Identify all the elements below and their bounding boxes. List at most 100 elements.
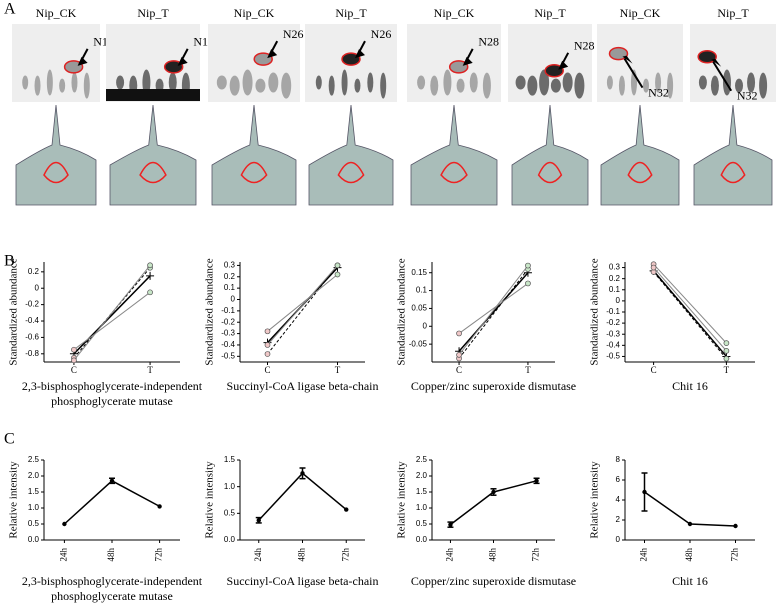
y-axis-label: Relative intensity [589, 461, 601, 539]
point [71, 357, 77, 364]
y-axis-label: Standardized abundance [589, 258, 601, 365]
x-tick-label: 48h [488, 548, 498, 562]
gel-blob [443, 69, 452, 96]
panel-label: C [4, 431, 15, 448]
spot-outline-3d [720, 161, 746, 184]
y-tick-label: 0.0 [28, 535, 40, 544]
point [344, 507, 349, 512]
gel-blob [562, 72, 573, 93]
surface-3d [511, 104, 589, 206]
y-tick-label: 0.05 [411, 304, 427, 313]
series-line [267, 265, 338, 346]
point [491, 489, 496, 495]
gel-blob [618, 75, 625, 96]
x-axis-label: phosphoglycerate mutase [51, 394, 173, 408]
gel-blob [216, 75, 227, 90]
y-axis-label: Relative intensity [204, 461, 216, 539]
x-tick-label: C [264, 365, 270, 375]
gel-blob [315, 75, 322, 90]
series-line [653, 263, 727, 344]
y-axis-label: Relative intensity [8, 461, 20, 539]
gel-blob [759, 72, 768, 99]
y-tick-label: -0.5 [606, 352, 620, 361]
spot-label: N26 [371, 27, 392, 41]
x-axis-label: 2,3-bisphosphoglycerate-independent [22, 379, 203, 393]
gel-blob [229, 75, 240, 96]
image-title: Nip_T [534, 6, 566, 20]
gel-blob [71, 72, 78, 93]
arrow [712, 61, 733, 92]
x-tick-label: 24h [445, 548, 455, 562]
x-tick-label: C [456, 365, 462, 375]
series-line [258, 472, 347, 521]
gel-blob [46, 69, 53, 96]
arrow-head [355, 49, 365, 59]
x-axis-label: 2,3-bisphosphoglycerate-independent [22, 574, 203, 588]
arrow-head [711, 58, 722, 67]
y-axis-label: Standardized abundance [8, 258, 20, 365]
x-axis-label: Copper/zinc superoxide dismutase [411, 379, 576, 393]
y-tick-label: 4 [616, 495, 621, 504]
arrow-head [462, 56, 473, 66]
point [264, 351, 271, 357]
surface-3d [211, 104, 297, 206]
gel-spot [341, 52, 361, 66]
series-line [653, 267, 727, 352]
y-tick-label: 1.0 [416, 503, 428, 512]
y-tick-label: 1.0 [224, 482, 236, 491]
y-tick-label: 0.0 [416, 535, 428, 544]
y-tick-label: 0 [35, 283, 40, 292]
point [109, 478, 115, 483]
x-axis-label: Succinyl-CoA ligase beta-chain [227, 574, 379, 588]
gel-blob [380, 72, 387, 99]
x-tick-label: T [724, 365, 730, 375]
arrow-head [267, 49, 278, 59]
point [71, 346, 77, 353]
image-title: Nip_T [717, 6, 749, 20]
gel-blob [735, 78, 744, 93]
gel-blob [667, 72, 674, 99]
gel-spot [163, 60, 184, 74]
x-tick-label: 72h [531, 548, 541, 562]
spot-outline-3d [43, 161, 69, 184]
x-axis-label: Chit 16 [672, 379, 708, 393]
arrow-head [77, 56, 88, 66]
y-tick-label: -0.3 [221, 329, 235, 338]
series-line [458, 272, 529, 352]
spot-outline-3d [537, 161, 563, 184]
point [264, 342, 271, 348]
y-tick-label: 1.5 [416, 487, 428, 496]
arrow-head [177, 56, 188, 66]
y-tick-label: -0.5 [221, 351, 235, 360]
x-tick-label: 72h [154, 548, 164, 562]
y-axis-label: Standardized abundance [204, 258, 216, 365]
gel-spot [63, 60, 84, 74]
image-title: Nip_T [137, 6, 169, 20]
x-tick-label: 24h [58, 548, 68, 562]
spot-label: N26 [283, 27, 304, 41]
x-tick-label: 48h [106, 548, 116, 562]
y-tick-label: -0.6 [25, 333, 39, 342]
y-tick-label: 0 [616, 296, 621, 305]
series-line [73, 291, 151, 351]
gel-blob [83, 72, 90, 99]
arrow [623, 58, 644, 89]
gel-blob [710, 75, 719, 96]
point [687, 521, 693, 527]
y-tick-label: 0.15 [411, 268, 427, 277]
x-axis-label: Chit 16 [672, 574, 708, 588]
series-line [458, 283, 529, 334]
gel-blob [469, 72, 478, 93]
y-tick-label: 0.1 [609, 285, 621, 294]
point [456, 352, 462, 358]
y-tick-label: 6 [616, 475, 621, 484]
spot-outline-3d [240, 161, 268, 184]
y-tick-label: 0.3 [609, 263, 621, 272]
series-line [63, 479, 160, 525]
x-axis-label: Copper/zinc superoxide dismutase [411, 574, 576, 588]
gel-blob [574, 72, 585, 99]
y-tick-label: 2.5 [416, 455, 428, 464]
spot-label: N32 [737, 89, 758, 103]
gel-blob [417, 75, 426, 90]
